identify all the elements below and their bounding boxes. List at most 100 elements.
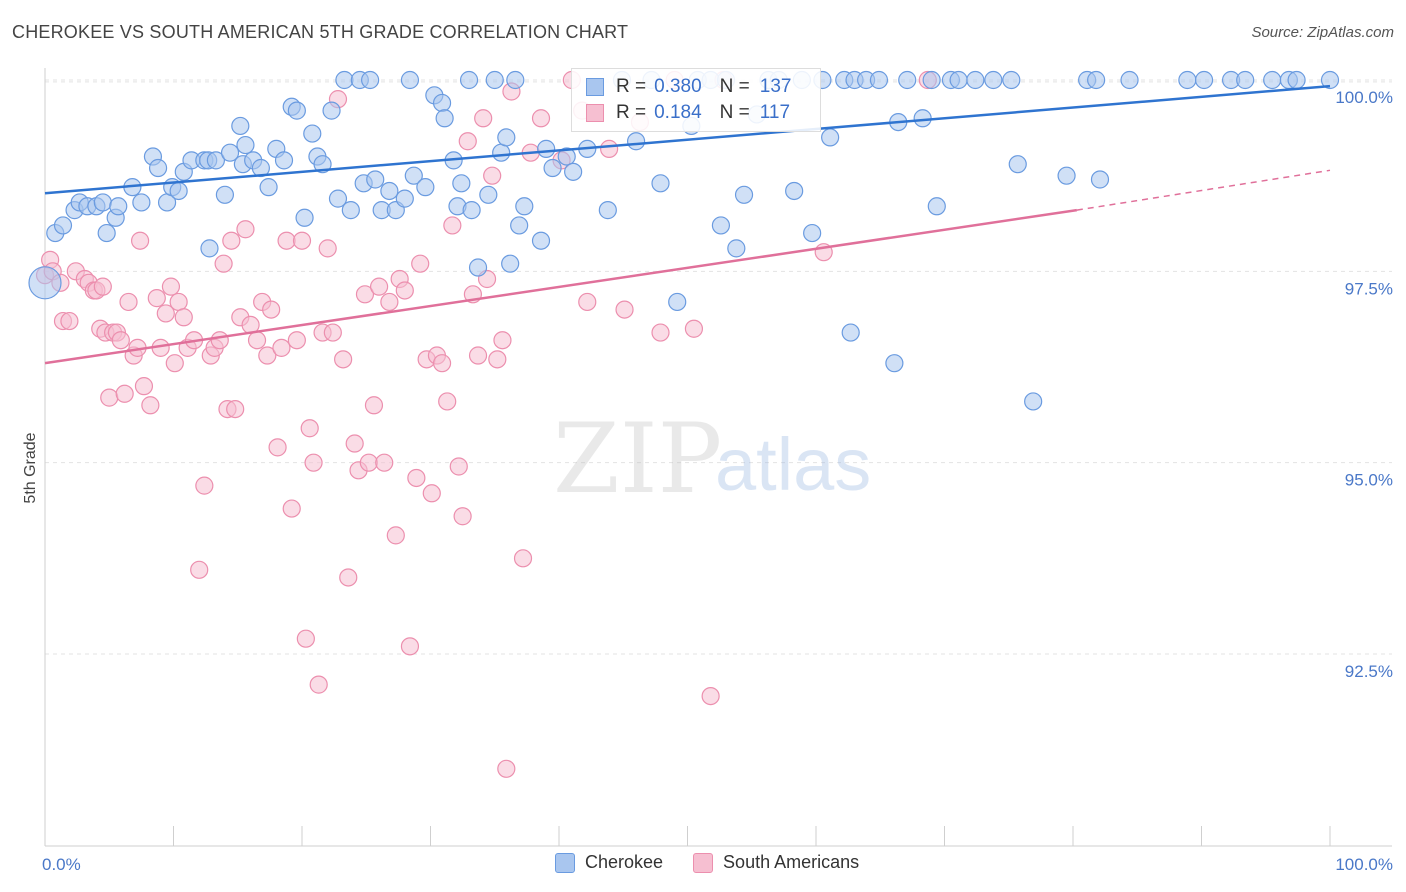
data-point <box>60 311 79 331</box>
data-point <box>400 637 420 656</box>
data-point <box>109 197 128 216</box>
data-point <box>226 399 245 419</box>
data-point <box>966 70 985 90</box>
trend-line-south-americans <box>44 208 1078 365</box>
data-point <box>300 419 319 438</box>
data-point <box>304 453 323 472</box>
watermark-atlas: atlas <box>715 423 871 506</box>
data-point <box>287 101 306 120</box>
data-point <box>1087 70 1106 90</box>
data-point <box>268 438 287 457</box>
data-point <box>1090 170 1110 189</box>
legend-swatch-blue <box>586 78 604 96</box>
data-point <box>515 197 534 216</box>
data-point <box>119 292 138 312</box>
data-point <box>272 338 291 357</box>
data-point <box>318 239 337 258</box>
data-point <box>474 109 493 128</box>
data-point <box>841 323 860 342</box>
data-point <box>922 70 941 90</box>
x-tick-label-min: 0.0% <box>42 855 81 874</box>
data-point <box>785 181 804 201</box>
data-point <box>53 216 73 235</box>
data-point <box>169 181 188 201</box>
data-point <box>438 392 457 411</box>
data-point <box>130 231 150 250</box>
data-point <box>236 220 255 239</box>
data-point <box>323 323 342 342</box>
data-point <box>1287 70 1306 90</box>
data-point <box>468 346 488 365</box>
data-point <box>501 254 520 273</box>
data-point <box>214 254 233 273</box>
data-point <box>485 70 504 90</box>
data-point <box>803 223 822 243</box>
data-point <box>651 323 670 342</box>
data-point <box>355 285 375 304</box>
data-point <box>190 560 209 579</box>
data-point <box>309 675 328 694</box>
data-point <box>361 70 380 90</box>
data-point <box>727 239 746 258</box>
y-tick-label: 97.5% <box>1345 279 1393 298</box>
data-point <box>510 216 529 235</box>
data-point <box>93 193 112 212</box>
data-point <box>949 70 968 90</box>
data-point <box>370 277 389 296</box>
legend-n-value: 117 <box>759 102 791 123</box>
data-point <box>141 396 160 415</box>
data-point <box>386 526 405 545</box>
y-axis-label: 5th Grade <box>22 432 39 503</box>
watermark: ZIP atlas <box>553 403 871 515</box>
data-point <box>411 254 430 273</box>
data-point <box>156 304 175 323</box>
legend-n-value: 137 <box>759 76 792 97</box>
data-point <box>506 70 525 90</box>
data-point <box>1320 70 1340 90</box>
data-point <box>913 109 932 128</box>
data-point <box>195 476 214 495</box>
data-point <box>701 686 720 706</box>
data-point <box>557 147 576 166</box>
data-point <box>359 453 378 472</box>
data-point <box>380 292 399 312</box>
data-point <box>134 377 154 396</box>
y-tick-label: 100.0% <box>1335 88 1393 107</box>
legend-r-value: 0.380 <box>654 76 702 97</box>
data-point <box>453 507 472 526</box>
data-point <box>174 308 193 327</box>
data-point <box>869 70 889 90</box>
data-point <box>1008 155 1027 174</box>
data-point <box>711 216 731 235</box>
data-point <box>1002 70 1021 90</box>
data-point <box>452 174 471 193</box>
data-point <box>220 143 240 162</box>
data-point <box>366 170 385 189</box>
legend-item-south-americans[interactable]: South Americans <box>693 852 859 873</box>
data-point <box>615 300 634 319</box>
data-point <box>210 331 229 350</box>
data-point <box>287 331 306 350</box>
series-cherokee <box>28 70 1340 411</box>
data-point <box>296 629 315 648</box>
data-point <box>600 139 619 158</box>
data-point <box>492 143 511 162</box>
data-point <box>93 277 112 296</box>
data-point <box>215 185 234 204</box>
data-point <box>821 128 840 147</box>
data-point <box>328 189 348 208</box>
data-point <box>345 434 364 453</box>
data-point <box>147 289 166 308</box>
data-point <box>262 300 281 319</box>
legend-item-cherokee[interactable]: Cherokee <box>555 852 663 873</box>
legend-r-label: R = <box>616 76 647 97</box>
data-point <box>497 128 516 147</box>
watermark-zip: ZIP <box>553 403 722 515</box>
data-point <box>1024 392 1043 411</box>
data-point <box>334 350 353 369</box>
data-point <box>236 135 255 155</box>
trend-lines <box>44 84 1331 365</box>
y-tick-label: 95.0% <box>1345 471 1393 490</box>
x-tick-label-max: 100.0% <box>1335 855 1393 874</box>
